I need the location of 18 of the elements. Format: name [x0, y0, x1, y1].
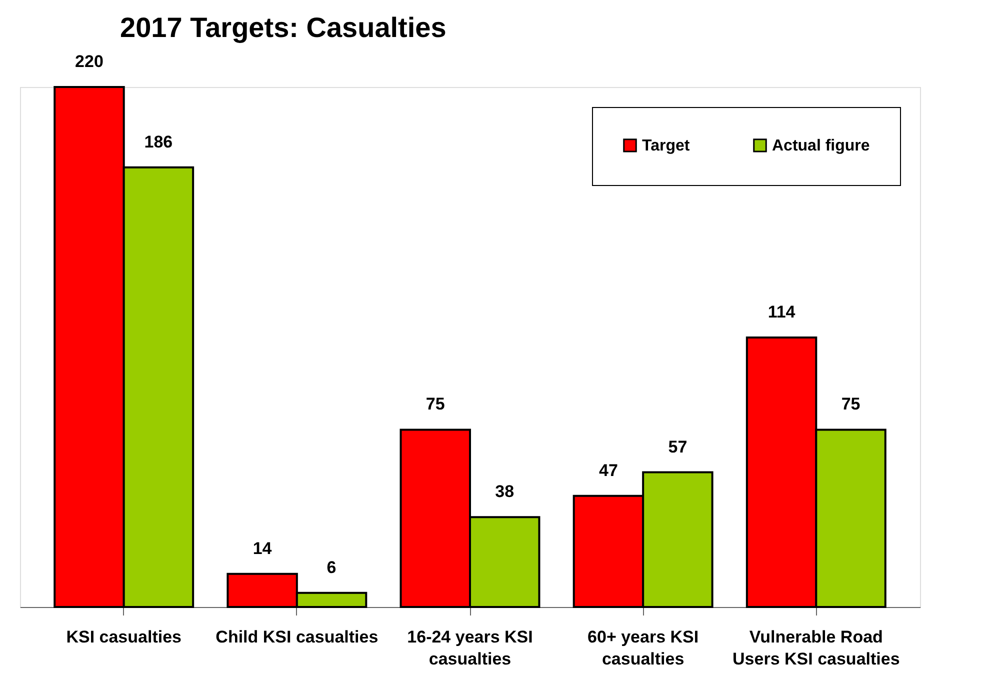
data-label: 75 [426, 394, 445, 414]
x-tick-label: 16-24 years KSI casualties [407, 628, 533, 668]
data-label: 114 [768, 302, 796, 322]
data-label: 38 [495, 482, 514, 502]
data-label: 6 [326, 558, 336, 577]
chart-title: 2017 Targets: Casualties [120, 12, 446, 43]
data-label: 57 [668, 437, 688, 456]
legend-label: Actual figure [772, 137, 870, 154]
x-tick-label: Vulnerable Road Users KSI casualties [732, 628, 900, 668]
x-tick-label: Child KSI casualties [216, 628, 378, 646]
x-tick-label: KSI casualties [66, 628, 182, 646]
data-label: 14 [252, 538, 272, 558]
data-label: 186 [144, 132, 173, 152]
legend-label: Target [642, 137, 690, 154]
data-label: 220 [75, 52, 104, 71]
x-tick-label: 60+ years KSI casualties [588, 628, 699, 668]
data-label: 47 [599, 460, 618, 480]
data-label: 75 [841, 394, 860, 414]
